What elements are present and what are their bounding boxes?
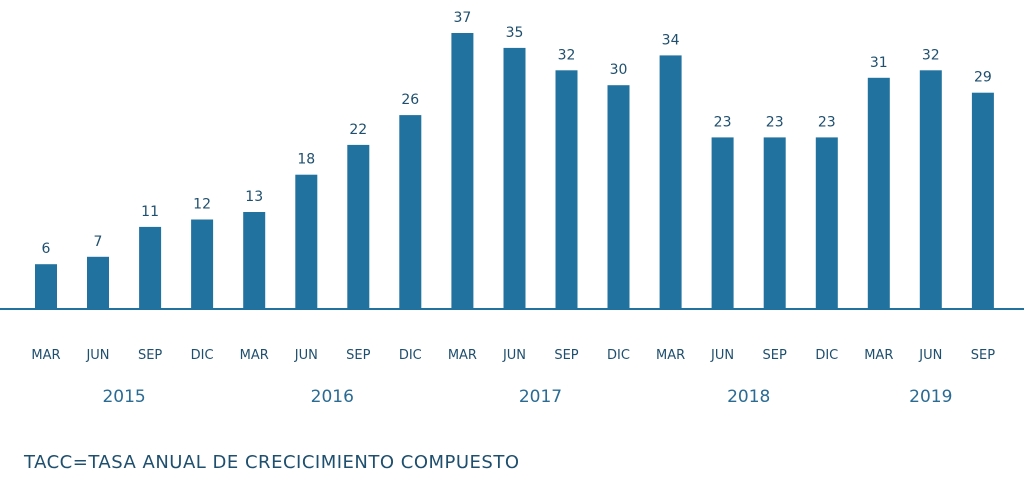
bar-8 bbox=[451, 33, 474, 309]
value-label-2: 11 bbox=[141, 204, 159, 220]
month-label-8: MAR bbox=[448, 348, 477, 363]
bars-layer bbox=[35, 33, 994, 310]
year-label-2015: 2015 bbox=[102, 387, 145, 407]
bar-0 bbox=[35, 264, 57, 309]
bar-4 bbox=[243, 212, 266, 309]
month-label-18: SEP bbox=[971, 348, 995, 363]
month-label-12: MAR bbox=[656, 348, 685, 363]
year-labels-layer: 2015 2016 2017 2018 2019 bbox=[102, 387, 952, 407]
year-label-2017: 2017 bbox=[519, 387, 562, 407]
value-label-15: 23 bbox=[818, 114, 836, 130]
month-label-4: MAR bbox=[240, 348, 269, 363]
value-label-14: 23 bbox=[766, 114, 784, 130]
month-label-6: SEP bbox=[346, 348, 370, 363]
value-label-5: 18 bbox=[297, 152, 315, 168]
value-label-13: 23 bbox=[714, 114, 732, 130]
bar-2 bbox=[139, 226, 162, 309]
value-label-1: 7 bbox=[94, 234, 103, 250]
bar-5 bbox=[295, 174, 318, 309]
value-label-8: 37 bbox=[453, 10, 471, 26]
bar-16 bbox=[867, 77, 890, 309]
value-label-12: 34 bbox=[662, 32, 680, 48]
bar-14 bbox=[763, 137, 786, 309]
value-label-7: 26 bbox=[401, 92, 419, 108]
value-label-18: 29 bbox=[974, 70, 992, 86]
bar-1 bbox=[87, 256, 109, 309]
bar-10 bbox=[555, 70, 578, 309]
month-label-10: SEP bbox=[554, 348, 578, 363]
month-label-1: JUN bbox=[85, 348, 109, 363]
month-labels-layer: MAR JUN SEP DIC MAR JUN SEP DIC MAR JUN SEP DIC MAR J… bbox=[31, 348, 995, 363]
month-label-7: DIC bbox=[399, 348, 422, 363]
value-label-6: 22 bbox=[349, 122, 367, 138]
month-label-5: JUN bbox=[294, 348, 318, 363]
bar-7 bbox=[399, 115, 422, 309]
bar-3 bbox=[191, 219, 214, 309]
month-label-16: MAR bbox=[864, 348, 893, 363]
value-label-4: 13 bbox=[245, 189, 263, 205]
month-label-9: JUN bbox=[502, 348, 526, 363]
value-label-9: 35 bbox=[506, 25, 524, 41]
bar-9 bbox=[503, 47, 526, 310]
year-label-2019: 2019 bbox=[909, 387, 952, 407]
month-label-3: DIC bbox=[191, 348, 214, 363]
bar-12 bbox=[659, 55, 682, 310]
bar-15 bbox=[815, 137, 838, 309]
month-label-13: JUN bbox=[710, 348, 734, 363]
month-label-15: DIC bbox=[815, 348, 838, 363]
value-label-3: 12 bbox=[193, 197, 211, 213]
value-label-11: 30 bbox=[610, 62, 628, 78]
bar-17 bbox=[919, 70, 942, 309]
value-label-16: 31 bbox=[870, 55, 888, 71]
footnote: TACC=TASA ANUAL DE CRECICIMIENTO COMPUES… bbox=[24, 452, 520, 473]
month-label-17: JUN bbox=[918, 348, 942, 363]
bar-18 bbox=[971, 92, 994, 309]
month-label-14: SEP bbox=[763, 348, 787, 363]
bar-chart: 6 7 11 12 13 18 22 26 37 35 32 30 34 23 23 23 31 32 29 MAR… bbox=[0, 10, 1024, 407]
month-label-2: SEP bbox=[138, 348, 162, 363]
value-labels-layer: 6 7 11 12 13 18 22 26 37 35 32 30 34 23 23 23 31 32 29 bbox=[42, 10, 992, 257]
bar-11 bbox=[607, 85, 630, 309]
year-label-2018: 2018 bbox=[727, 387, 770, 407]
month-label-11: DIC bbox=[607, 348, 630, 363]
value-label-10: 32 bbox=[558, 47, 576, 63]
bar-13 bbox=[711, 137, 734, 309]
month-label-0: MAR bbox=[31, 348, 60, 363]
year-label-2016: 2016 bbox=[311, 387, 354, 407]
value-label-17: 32 bbox=[922, 47, 940, 63]
bar-6 bbox=[347, 144, 370, 309]
value-label-0: 6 bbox=[42, 241, 51, 257]
